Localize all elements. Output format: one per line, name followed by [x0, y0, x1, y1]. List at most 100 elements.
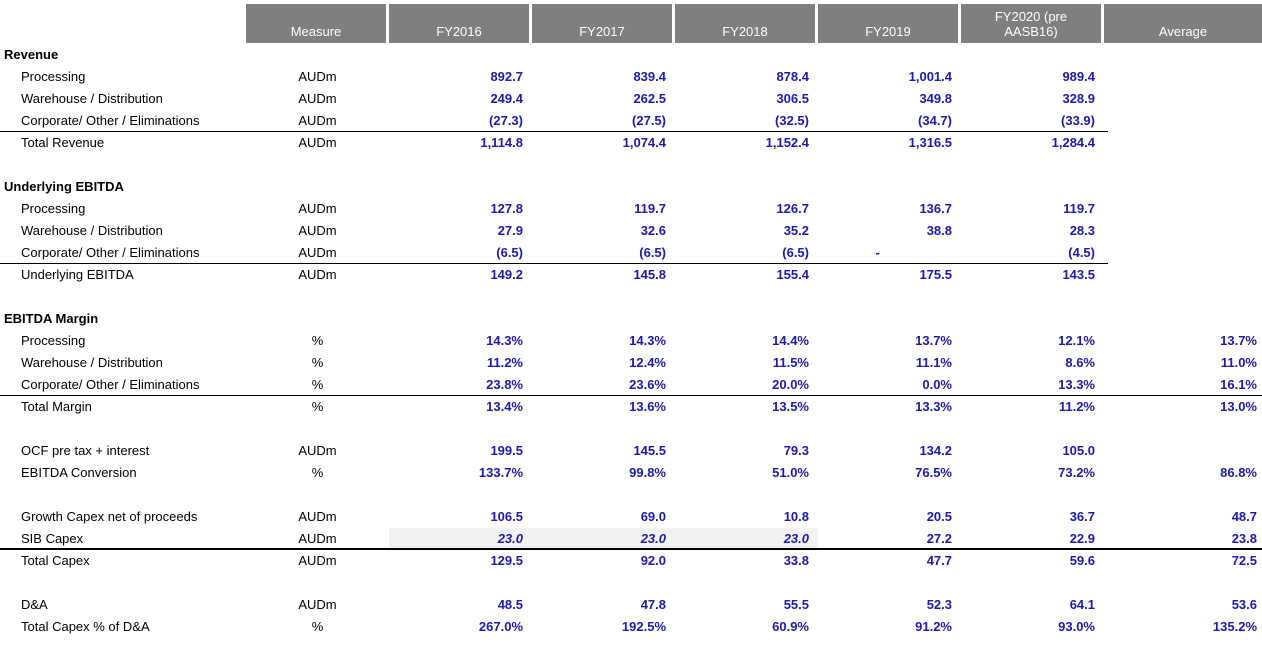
value-cell-fy2017: (27.5)	[632, 113, 666, 128]
value-cell-fy2018: (6.5)	[782, 245, 809, 260]
row-label: Processing	[21, 333, 86, 348]
row-label: Warehouse / Distribution	[21, 223, 163, 238]
measure-cell: AUDm	[298, 135, 337, 150]
value-cell-fy2018: 23.0	[675, 528, 818, 550]
value-cell-fy2016: 129.5	[490, 553, 523, 568]
section-row-underlying-ebitda: Underlying EBITDA	[0, 176, 1262, 198]
value-cell-fy2016: 267.0%	[478, 619, 523, 634]
measure-cell: AUDm	[298, 509, 337, 524]
data-row-total-capex: Total Capex AUDm 129.5 92.0 33.8 47.7 59.6 72.5	[0, 550, 1262, 572]
value-cell-average: 23.8	[1231, 531, 1257, 546]
value-cell-fy2018: 20.0%	[772, 377, 809, 392]
value-cell-average	[1104, 132, 1262, 154]
measure-cell	[246, 308, 389, 330]
spacer-row	[0, 418, 1262, 440]
value-cell-fy2020-pre-aasb16: 8.6%	[1065, 355, 1095, 370]
value-cell-fy2018: 60.9%	[772, 619, 809, 634]
value-cell-fy2020-pre-aasb16: 22.9	[1069, 531, 1095, 546]
value-cell-fy2020-pre-aasb16: 328.9	[1062, 91, 1095, 106]
value-cell-fy2020-pre-aasb16: 105.0	[1062, 443, 1095, 458]
value-cell-average: 13.7%	[1220, 333, 1257, 348]
value-cell-fy2017: 69.0	[640, 509, 666, 524]
column-header-fy2020-pre-aasb16: FY2020 (pre AASB16)	[961, 4, 1104, 43]
measure-cell: AUDm	[298, 267, 337, 282]
section-row-ebitda-margin: EBITDA Margin	[0, 308, 1262, 330]
value-cell-fy2017: 119.7	[634, 201, 666, 216]
value-cell-average: 72.5	[1231, 553, 1257, 568]
value-cell-fy2016: (6.5)	[496, 245, 523, 260]
value-cell-fy2017: 13.6%	[629, 399, 666, 414]
value-cell-fy2017: 47.8	[640, 597, 666, 612]
total-rule-line	[0, 263, 1108, 264]
value-cell-average	[1104, 198, 1262, 220]
value-cell-fy2019: 175.5	[919, 267, 952, 282]
row-label: Underlying EBITDA	[4, 179, 124, 194]
value-cell-fy2016: 127.8	[490, 201, 523, 216]
data-row-growth-capex-net-of-proceeds: Growth Capex net of proceeds AUDm 106.5 69.…	[0, 506, 1262, 528]
value-cell-fy2019: 11.1%	[915, 355, 952, 370]
value-cell-fy2017: 1,074.4	[622, 135, 666, 150]
value-cell-fy2020-pre-aasb16: 989.4	[1062, 69, 1095, 84]
value-cell-average: 13.0%	[1220, 399, 1257, 414]
value-cell-fy2016: 892.7	[490, 69, 523, 84]
value-cell-fy2019: 0.0%	[922, 377, 952, 392]
value-cell-fy2019: (34.7)	[918, 113, 952, 128]
row-label: Processing	[21, 201, 86, 216]
value-cell-fy2018: 878.4	[776, 69, 809, 84]
value-cell-fy2017: 262.5	[633, 91, 666, 106]
value-cell-fy2020-pre-aasb16: 12.1%	[1058, 333, 1095, 348]
data-row-ocf-pre-tax-interest: OCF pre tax + interest AUDm 199.5 145.5 79.3…	[0, 440, 1262, 462]
value-cell-fy2018: 33.8	[783, 553, 809, 568]
data-row-total-capex-of-d-a: Total Capex % of D&A% 267.0% 192.5% 60.9% 91…	[0, 616, 1262, 638]
value-cell-fy2019: 13.7%	[915, 333, 952, 348]
row-label: OCF pre tax + interest	[21, 443, 150, 458]
value-cell-fy2017: 12.4%	[629, 355, 666, 370]
value-cell-fy2016: 13.4%	[486, 399, 523, 414]
data-row-warehouse-distribution: Warehouse / Distribution% 11.2% 12.4% 11.5%…	[0, 352, 1262, 374]
value-cell-fy2017: 192.5%	[621, 619, 666, 634]
measure-cell	[246, 44, 389, 66]
measure-cell: AUDm	[298, 91, 337, 106]
data-row-processing: Processing% 14.3% 14.3% 14.4% 13.7% 12.1% 13.7…	[0, 330, 1262, 352]
value-cell-fy2016: 23.8%	[486, 377, 523, 392]
total-rule-line	[0, 131, 1108, 132]
row-label: D&A	[21, 597, 48, 612]
value-cell-fy2019: 76.5%	[915, 465, 952, 480]
data-row-ebitda-conversion: EBITDA Conversion% 133.7% 99.8% 51.0% 76.5% 7…	[0, 462, 1262, 484]
value-cell-fy2020-pre-aasb16: 13.3%	[1058, 377, 1095, 392]
data-row-d-a: D&A AUDm 48.5 47.8 55.5 52.3 64.1 53.6	[0, 594, 1262, 616]
value-cell-average	[1104, 110, 1262, 132]
value-cell-fy2020-pre-aasb16: (33.9)	[1061, 113, 1095, 128]
measure-cell: %	[311, 377, 324, 392]
value-cell-fy2018: 35.2	[783, 223, 809, 238]
value-cell-fy2018: 306.5	[776, 91, 809, 106]
data-row-total-margin: Total Margin% 13.4% 13.6% 13.5% 13.3% 11.2% 13…	[0, 396, 1262, 418]
measure-cell: AUDm	[298, 531, 337, 546]
value-cell-fy2019: -	[875, 245, 880, 260]
value-cell-fy2019: 136.7	[919, 201, 952, 216]
value-cell-fy2018: 126.7	[776, 201, 809, 216]
row-label: Underlying EBITDA	[21, 267, 134, 282]
value-cell-average: 53.6	[1231, 597, 1257, 612]
data-row-sib-capex: SIB Capex AUDm 23.0 23.0 23.0 27.2 22.9 23.8	[0, 528, 1262, 550]
row-label: Corporate/ Other / Eliminations	[21, 113, 200, 128]
value-cell-fy2019: 27.2	[926, 531, 952, 546]
value-cell-fy2020-pre-aasb16: 11.2%	[1058, 399, 1095, 414]
row-label: Total Capex	[21, 553, 90, 568]
value-cell-fy2020-pre-aasb16: 73.2%	[1058, 465, 1095, 480]
value-cell-average: 11.0%	[1220, 355, 1257, 370]
column-header-fy2016: FY2016	[389, 4, 532, 43]
value-cell-average	[1104, 264, 1262, 286]
value-cell-fy2019: 1,001.4	[908, 69, 952, 84]
value-cell-fy2018: 155.4	[776, 267, 809, 282]
value-cell-fy2019: 91.2%	[915, 619, 952, 634]
value-cell-fy2017: 32.6	[640, 223, 666, 238]
measure-cell: AUDm	[298, 113, 337, 128]
measure-cell: %	[311, 355, 324, 370]
value-cell-average: 16.1%	[1220, 377, 1257, 392]
row-label: Corporate/ Other / Eliminations	[21, 245, 200, 260]
value-cell-average	[1104, 88, 1262, 110]
data-row-processing: Processing AUDm 892.7 839.4 878.4 1,001.4 989.…	[0, 66, 1262, 88]
row-label: Warehouse / Distribution	[21, 91, 163, 106]
header-spacer-cell	[0, 4, 246, 43]
